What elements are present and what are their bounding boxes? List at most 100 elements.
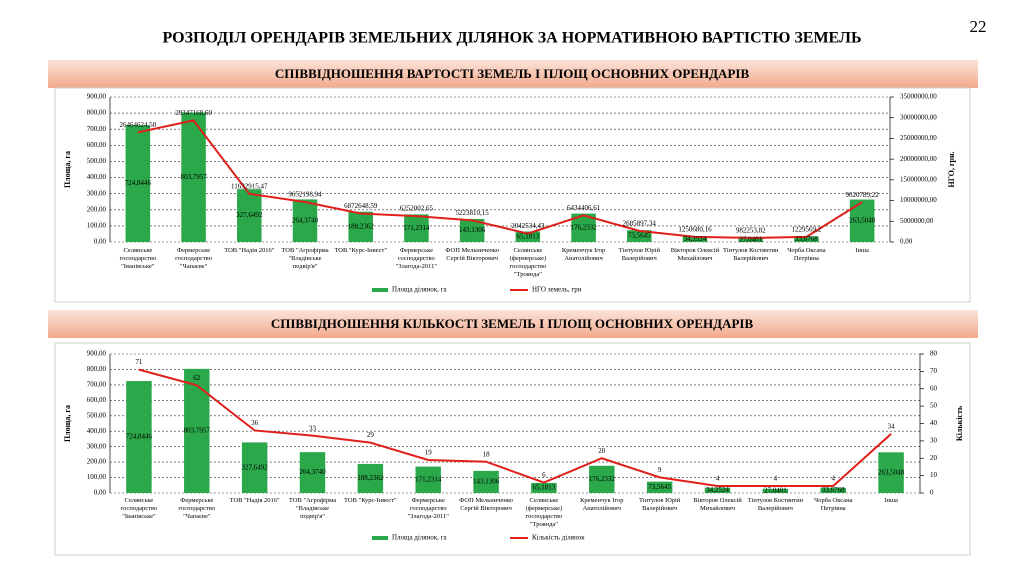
data-label: 171,2314 bbox=[403, 224, 430, 232]
bar bbox=[181, 112, 206, 243]
y2-axis-label: НГО, грн. bbox=[947, 151, 956, 187]
bar bbox=[682, 236, 708, 242]
bar bbox=[704, 487, 731, 493]
data-label: 1229569,2 bbox=[792, 226, 822, 234]
bar bbox=[646, 481, 673, 493]
x-tick-label: Інша bbox=[855, 247, 869, 254]
page-number: 22 bbox=[970, 17, 987, 36]
bar bbox=[589, 465, 615, 493]
x-tick-label: Тінтулов Юрій Валерійович bbox=[639, 497, 681, 512]
bar bbox=[241, 442, 268, 493]
y-tick-label: 500,00 bbox=[87, 411, 107, 419]
y-tick-label: 0,00 bbox=[94, 238, 107, 246]
y2-tick-label: 10 bbox=[930, 471, 938, 479]
data-label: 73,5645 bbox=[628, 232, 651, 240]
data-label: 71 bbox=[135, 358, 143, 366]
data-label: 4 bbox=[774, 475, 778, 483]
x-tick-label: ТОВ "Агрофірма "Владівське подвір'я" bbox=[289, 497, 336, 520]
x-tick-label: Селянське господарство "Іванівське" bbox=[121, 497, 158, 520]
bar bbox=[125, 125, 151, 242]
y2-tick-label: 40 bbox=[930, 419, 938, 427]
x-tick-label: Тінтулов Костянтин Валерійович bbox=[723, 247, 779, 262]
bar bbox=[794, 236, 819, 242]
section-header bbox=[48, 60, 978, 88]
bar bbox=[126, 381, 152, 493]
y2-tick-label: 25000000,00 bbox=[900, 134, 937, 142]
bar bbox=[820, 487, 846, 493]
y2-axis-label: Кількість bbox=[955, 405, 964, 441]
x-tick-label: ТОВ "Курс-Інвест" bbox=[344, 497, 397, 504]
data-label: 4 bbox=[716, 475, 720, 483]
data-label: 264,3740 bbox=[299, 468, 326, 476]
data-label: 6872648,59 bbox=[344, 202, 378, 210]
y-tick-label: 500,00 bbox=[87, 157, 107, 165]
x-tick-label: Фермерське господарство "Чапаєве" bbox=[178, 497, 215, 520]
x-tick-label: Вікторов Олексій Михайлович bbox=[671, 247, 720, 262]
y2-tick-label: 30 bbox=[930, 436, 938, 444]
data-label: 65,1813 bbox=[516, 232, 539, 240]
y-tick-label: 800,00 bbox=[87, 365, 107, 373]
data-label: 6252002,65 bbox=[400, 205, 434, 213]
data-label: 34,2524 bbox=[684, 235, 707, 243]
data-label: 2685897,34 bbox=[623, 219, 657, 227]
x-tick-label: ТОВ "Агрофірма "Владівське подвір'я" bbox=[281, 247, 328, 270]
data-label: 11632915,47 bbox=[231, 182, 268, 190]
bar bbox=[762, 488, 789, 493]
bar bbox=[348, 211, 373, 242]
chart-title: СПІВВІДНОШЕННЯ КІЛЬКОСТІ ЗЕМЕЛЬ І ПЛОЩ О… bbox=[271, 316, 754, 331]
bar bbox=[299, 452, 326, 493]
y-tick-label: 600,00 bbox=[87, 396, 107, 404]
y-tick-label: 400,00 bbox=[87, 173, 107, 181]
y-tick-label: 300,00 bbox=[87, 189, 107, 197]
data-label: 9620789,22 bbox=[846, 191, 880, 199]
x-tick-label: Інша bbox=[884, 497, 898, 504]
data-label: 4 bbox=[831, 475, 835, 483]
bar bbox=[515, 231, 541, 242]
data-label: 327,6492 bbox=[242, 463, 269, 471]
y-tick-label: 900,00 bbox=[87, 93, 107, 101]
data-label: 29 bbox=[367, 431, 375, 439]
y-tick-label: 200,00 bbox=[87, 458, 107, 466]
data-label: 33,6768 bbox=[795, 235, 818, 243]
data-label: 188,2362 bbox=[357, 474, 384, 482]
y2-tick-label: 70 bbox=[930, 367, 938, 375]
x-tick-label: Селянське (фермерське) господарство "Троянд… bbox=[526, 497, 563, 528]
bar bbox=[292, 199, 318, 242]
data-label: 27,0401 bbox=[739, 235, 762, 243]
x-tick-label: Чорба Оксана Петрівна bbox=[814, 497, 853, 512]
bar bbox=[237, 189, 262, 242]
data-label: 9 bbox=[658, 466, 662, 474]
data-label: 33 bbox=[309, 424, 317, 432]
data-label: 34 bbox=[888, 423, 896, 431]
data-label: 62 bbox=[193, 374, 201, 382]
y2-tick-label: 0 bbox=[930, 489, 934, 497]
data-label: 73,5645 bbox=[648, 483, 671, 491]
data-label: 803,7957 bbox=[184, 427, 211, 435]
chart-frame bbox=[54, 87, 971, 303]
bar bbox=[415, 466, 441, 493]
data-label: 34,2524 bbox=[706, 486, 729, 494]
data-label: 176,2332 bbox=[570, 223, 597, 231]
y2-tick-label: 20000000,00 bbox=[900, 155, 937, 163]
data-label: 5223810,15 bbox=[456, 209, 490, 217]
y2-tick-label: 15000000,00 bbox=[900, 175, 937, 183]
legend-swatch bbox=[372, 288, 388, 292]
y-tick-label: 700,00 bbox=[87, 380, 107, 388]
y-tick-label: 0,00 bbox=[94, 489, 107, 497]
bar bbox=[459, 218, 485, 242]
y2-tick-label: 35000000,00 bbox=[900, 93, 937, 101]
data-label: 263,5048 bbox=[878, 468, 905, 476]
y2-tick-label: 50 bbox=[930, 402, 938, 410]
x-tick-label: Селянське (фермерське) господарство "Троянд… bbox=[509, 247, 546, 278]
chart-title: СПІВВІДНОШЕННЯ ВАРТОСТІ ЗЕМЕЛЬ І ПЛОЩ ОС… bbox=[275, 66, 750, 81]
data-label: 724,8446 bbox=[126, 433, 153, 441]
data-label: 9652198,94 bbox=[288, 191, 322, 199]
data-label: 36 bbox=[251, 419, 259, 427]
y-tick-label: 800,00 bbox=[87, 109, 107, 117]
y2-tick-label: 10000000,00 bbox=[900, 196, 937, 204]
x-tick-label: ТОВ "Надія 2016" bbox=[230, 497, 280, 504]
x-tick-label: Чорба Оксана Петрівна bbox=[787, 247, 826, 262]
data-label: 18 bbox=[483, 450, 491, 458]
x-tick-label: ФОП Мельниченко Сергій Вікторович bbox=[459, 497, 513, 512]
data-label: 171,2314 bbox=[415, 475, 442, 483]
